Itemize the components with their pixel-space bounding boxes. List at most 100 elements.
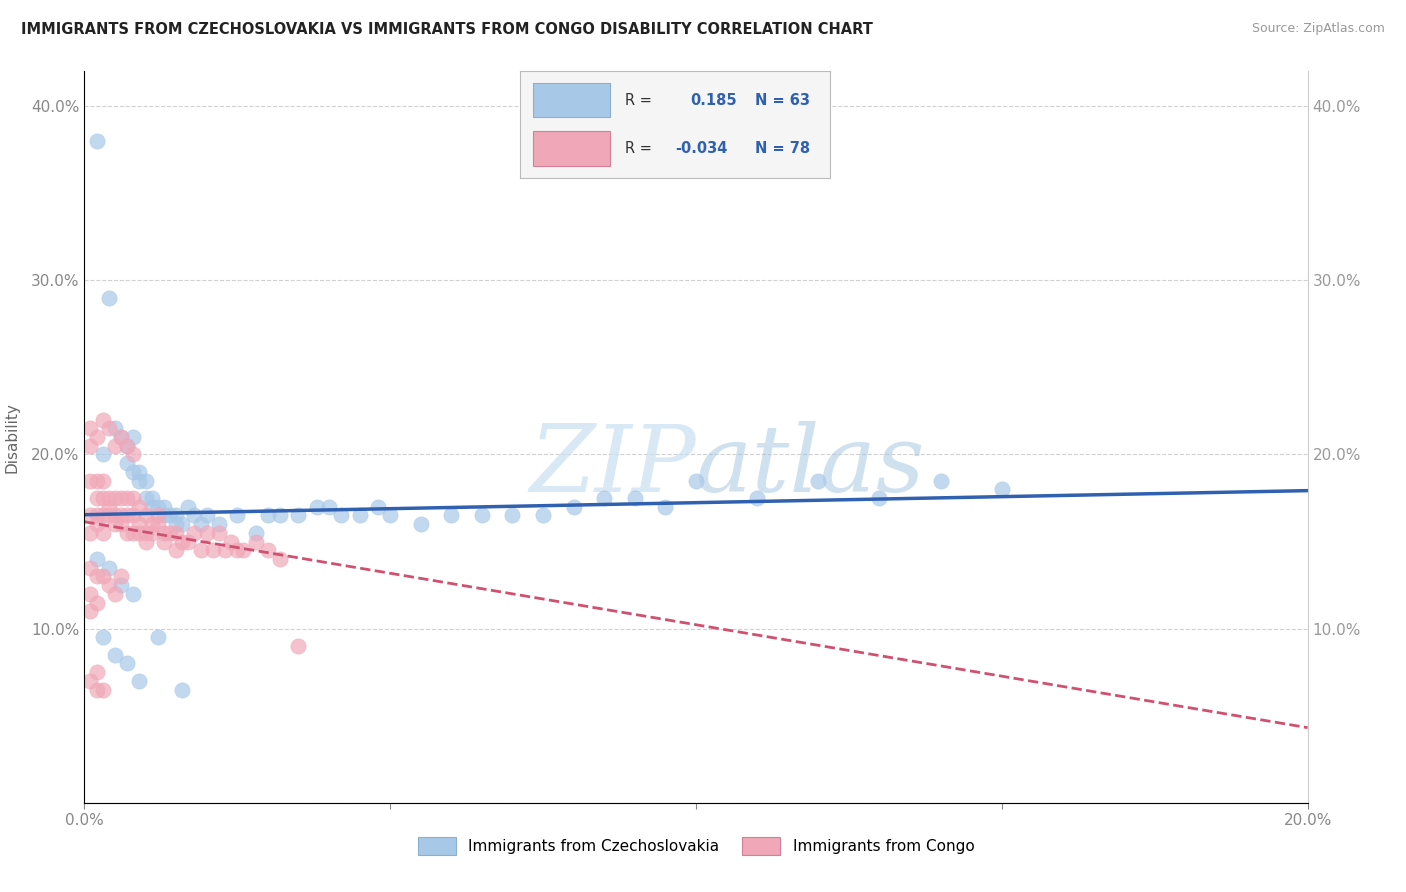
Point: [97, 560, 120, 574]
Point: [79, 587, 101, 601]
Point: [245, 534, 267, 549]
Point: [177, 534, 200, 549]
Point: [110, 517, 132, 532]
Point: [183, 508, 205, 523]
Point: [115, 439, 138, 453]
Point: [104, 508, 127, 523]
Point: [115, 456, 138, 470]
Point: [91, 569, 114, 583]
Point: [122, 430, 145, 444]
Point: [330, 508, 353, 523]
Point: [172, 682, 194, 697]
Point: [122, 491, 145, 505]
Point: [214, 543, 236, 558]
Point: [135, 534, 157, 549]
Point: [471, 508, 494, 523]
Point: [86, 430, 108, 444]
Point: [409, 517, 432, 532]
Point: [201, 543, 224, 558]
Point: [208, 517, 231, 532]
Point: [97, 491, 120, 505]
Point: [135, 508, 157, 523]
Point: [91, 525, 114, 540]
Point: [141, 500, 163, 514]
Point: [86, 134, 108, 148]
Point: [380, 508, 402, 523]
Point: [159, 508, 181, 523]
Point: [287, 639, 309, 653]
Point: [177, 500, 200, 514]
Point: [110, 578, 132, 592]
Point: [624, 491, 647, 505]
Point: [86, 595, 108, 609]
Point: [183, 525, 205, 540]
Point: [104, 439, 127, 453]
Point: [79, 508, 101, 523]
Point: [104, 421, 127, 435]
Point: [165, 543, 187, 558]
Text: IMMIGRANTS FROM CZECHOSLOVAKIA VS IMMIGRANTS FROM CONGO DISABILITY CORRELATION C: IMMIGRANTS FROM CZECHOSLOVAKIA VS IMMIGR…: [21, 22, 873, 37]
Point: [110, 430, 132, 444]
Point: [159, 525, 181, 540]
Point: [226, 543, 249, 558]
Point: [135, 474, 157, 488]
Point: [135, 491, 157, 505]
FancyBboxPatch shape: [533, 131, 610, 166]
Point: [79, 439, 101, 453]
Text: R =: R =: [626, 93, 652, 108]
Point: [86, 552, 108, 566]
Point: [86, 491, 108, 505]
Point: [128, 500, 150, 514]
Point: [79, 525, 101, 540]
Text: atlas: atlas: [696, 421, 925, 511]
Point: [122, 465, 145, 479]
Point: [146, 631, 169, 645]
Point: [79, 474, 101, 488]
Text: -0.034: -0.034: [675, 141, 727, 156]
Point: [172, 534, 194, 549]
Point: [146, 517, 169, 532]
Point: [172, 517, 194, 532]
Point: [135, 525, 157, 540]
Point: [115, 525, 138, 540]
Point: [128, 465, 150, 479]
Point: [208, 525, 231, 540]
Point: [104, 491, 127, 505]
Point: [110, 569, 132, 583]
Point: [115, 508, 138, 523]
Point: [190, 517, 212, 532]
Point: [593, 491, 616, 505]
Point: [91, 682, 114, 697]
Point: [91, 508, 114, 523]
Point: [367, 500, 389, 514]
Point: [128, 525, 150, 540]
Point: [104, 587, 127, 601]
Point: [190, 543, 212, 558]
Point: [86, 569, 108, 583]
Point: [153, 534, 176, 549]
Point: [747, 491, 769, 505]
Point: [86, 508, 108, 523]
Point: [91, 412, 114, 426]
Point: [79, 421, 101, 435]
Point: [685, 474, 707, 488]
Point: [115, 491, 138, 505]
Point: [97, 578, 120, 592]
Text: N = 78: N = 78: [755, 141, 810, 156]
Point: [562, 500, 585, 514]
Point: [146, 508, 169, 523]
Point: [440, 508, 463, 523]
Point: [165, 508, 187, 523]
Point: [141, 491, 163, 505]
Point: [219, 534, 242, 549]
Point: [305, 500, 328, 514]
Point: [97, 500, 120, 514]
Point: [991, 483, 1014, 497]
Point: [122, 587, 145, 601]
Point: [115, 439, 138, 453]
Point: [97, 291, 120, 305]
Point: [153, 508, 176, 523]
Point: [104, 517, 127, 532]
Text: N = 63: N = 63: [755, 93, 810, 108]
Point: [79, 673, 101, 688]
